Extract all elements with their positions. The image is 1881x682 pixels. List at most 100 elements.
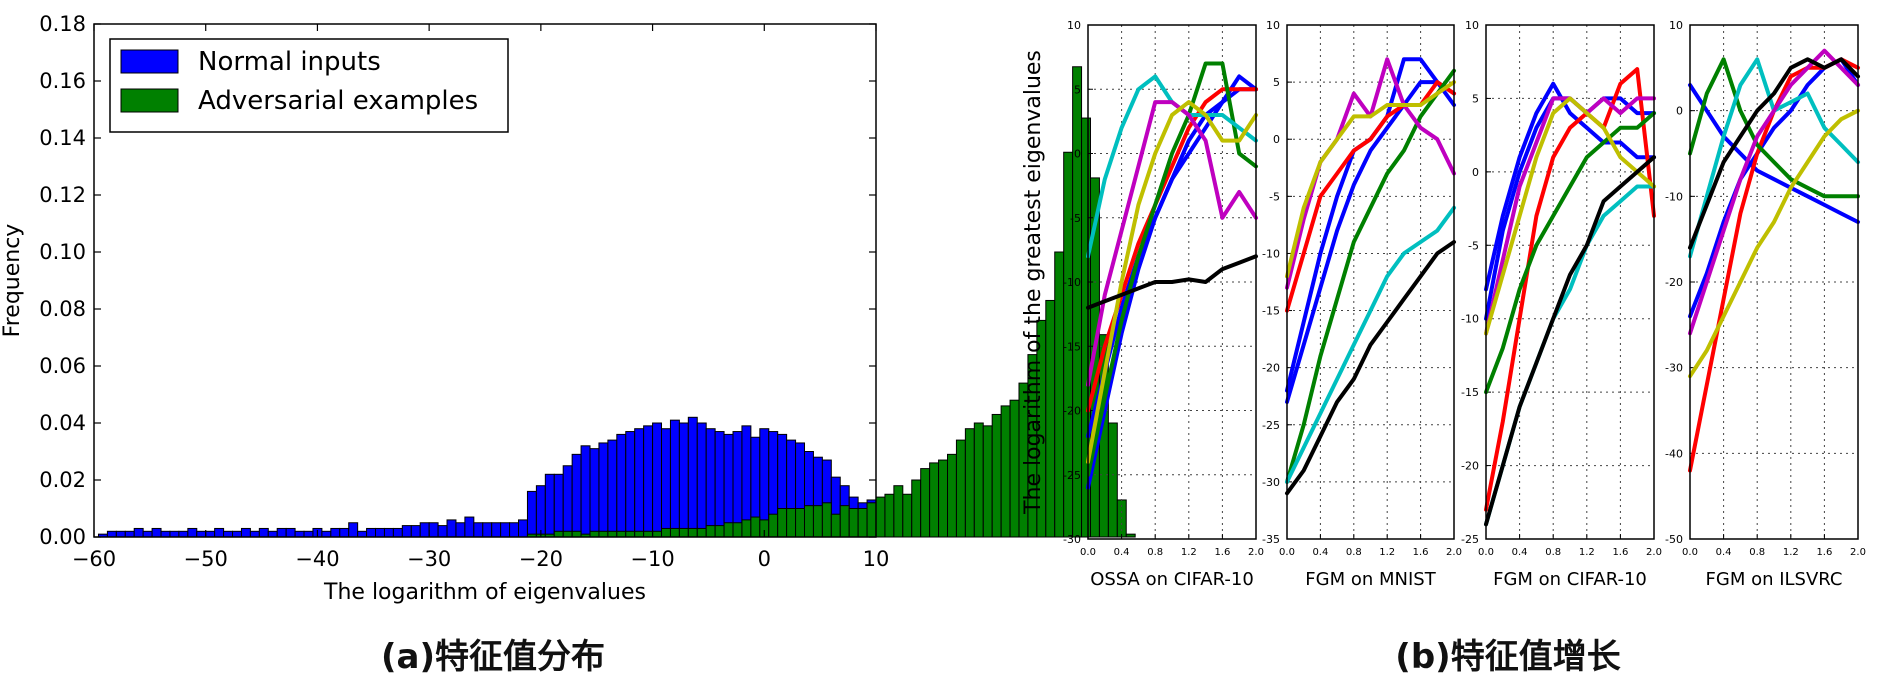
y-tick-label: 10 bbox=[1669, 19, 1683, 32]
plot-frame bbox=[1286, 24, 1455, 540]
histogram-bar bbox=[678, 527, 689, 538]
series-line bbox=[1484, 81, 1656, 292]
x-tick-label: 0.8 bbox=[1147, 547, 1163, 558]
y-tick-label: -15 bbox=[1262, 305, 1280, 318]
y-tick-label: -20 bbox=[1461, 460, 1479, 473]
x-tick-label: 0.4 bbox=[1114, 547, 1130, 558]
histogram-bar bbox=[625, 530, 636, 538]
histogram-bar bbox=[357, 530, 368, 538]
histogram-bar bbox=[223, 530, 234, 538]
histogram-bar bbox=[804, 505, 814, 538]
x-tick-label: −60 bbox=[72, 547, 116, 571]
y-tick-label: 0.10 bbox=[39, 240, 86, 264]
x-tick-label: −10 bbox=[630, 547, 674, 571]
y-tick-label: -25 bbox=[1063, 469, 1081, 482]
y-tick-label: 0.12 bbox=[39, 183, 86, 207]
y-tick-label: 0.02 bbox=[39, 468, 86, 492]
histogram-bar bbox=[643, 425, 654, 538]
histogram-bar bbox=[240, 527, 251, 538]
x-tick-label: 1.2 bbox=[1783, 547, 1799, 558]
histogram-bar bbox=[553, 530, 564, 538]
line-panel: 0.0 0.4 0.8 1.2 1.6 2.0 10 5 0 -5 -10 -15 -20 -25 FGM … bbox=[1461, 19, 1662, 590]
y-axis-label: Frequency bbox=[0, 224, 25, 338]
y-tick-label: 0.06 bbox=[39, 354, 86, 378]
histogram-bar bbox=[643, 530, 654, 538]
histogram-bar bbox=[973, 422, 984, 538]
histogram-bar bbox=[196, 530, 207, 538]
y-tick-label: -10 bbox=[1063, 276, 1081, 289]
x-tick-label: 1.6 bbox=[1214, 547, 1230, 558]
plot-frame bbox=[93, 23, 877, 538]
y-axis-label: The logarithm of the greatest eigenvalue… bbox=[1021, 50, 1046, 515]
histogram-bar bbox=[652, 530, 663, 538]
histogram-bar bbox=[723, 522, 734, 538]
histogram-bar bbox=[893, 485, 904, 538]
y-tick-label: -25 bbox=[1262, 419, 1280, 432]
y-tick-label: -30 bbox=[1063, 533, 1081, 546]
histogram-bar bbox=[634, 428, 645, 538]
histogram-bar bbox=[214, 527, 225, 538]
y-tick-label: 0.04 bbox=[39, 411, 86, 435]
series-line bbox=[1484, 155, 1656, 527]
histogram-bar bbox=[750, 516, 761, 538]
y-tick-label: -20 bbox=[1063, 405, 1081, 418]
y-tick-label: -20 bbox=[1262, 362, 1280, 375]
histogram-bar bbox=[205, 530, 216, 538]
x-tick-label: 0.4 bbox=[1312, 547, 1328, 558]
histogram-bar bbox=[634, 530, 645, 538]
histogram-bar bbox=[812, 505, 823, 538]
y-tick-label: -35 bbox=[1262, 533, 1280, 546]
histogram-chart: −60 −50 −40 −30 −20 −10 0 100.000.020.040.060.0… bbox=[0, 12, 1136, 677]
histogram-bar bbox=[580, 445, 591, 538]
histogram-bar bbox=[938, 459, 948, 538]
histogram-bar bbox=[500, 522, 511, 538]
histogram-bar bbox=[669, 419, 680, 538]
plot-frame bbox=[1087, 24, 1257, 540]
y-tick-label: -10 bbox=[1461, 313, 1479, 326]
x-tick-label: 1.2 bbox=[1579, 547, 1595, 558]
histogram-bar bbox=[714, 431, 725, 538]
series-line bbox=[1484, 96, 1656, 336]
histogram-bar bbox=[741, 519, 752, 538]
histogram-bar bbox=[446, 519, 457, 538]
x-tick-label: 0.4 bbox=[1716, 547, 1732, 558]
histogram-bar bbox=[866, 502, 877, 538]
histogram-bar bbox=[982, 425, 993, 538]
y-tick-label: 0 bbox=[1472, 166, 1479, 179]
x-tick-label: 1.2 bbox=[1181, 547, 1197, 558]
histogram-bar bbox=[821, 502, 832, 538]
histogram-bar bbox=[375, 527, 385, 538]
figure-caption: (b)特征值增长 bbox=[1395, 637, 1620, 677]
series-line bbox=[1086, 61, 1258, 477]
histogram-bar bbox=[598, 530, 609, 538]
series-line bbox=[1285, 80, 1456, 279]
histogram-bar bbox=[115, 530, 126, 538]
plot-frame bbox=[1689, 24, 1859, 540]
histogram-bar bbox=[339, 527, 350, 538]
x-tick-label: 10 bbox=[863, 547, 890, 571]
histogram-bar bbox=[571, 453, 582, 538]
histogram-bar bbox=[607, 530, 618, 538]
histogram-bar bbox=[1009, 399, 1020, 538]
series-line bbox=[1688, 57, 1860, 259]
histogram-bar bbox=[124, 530, 135, 538]
histogram-bar bbox=[857, 508, 868, 538]
x-tick-label: 0.4 bbox=[1512, 547, 1528, 558]
legend-label: Normal inputs bbox=[198, 47, 381, 77]
histogram-bar bbox=[455, 522, 466, 538]
histogram-bar bbox=[696, 422, 707, 538]
x-tick-label: 0.8 bbox=[1346, 547, 1362, 558]
histogram-bar bbox=[348, 522, 359, 538]
histogram-bar bbox=[607, 439, 618, 538]
series-line bbox=[1688, 57, 1860, 199]
histogram-bar bbox=[285, 527, 296, 538]
series-line bbox=[1484, 184, 1656, 527]
x-tick-label: 0.0 bbox=[1279, 547, 1295, 558]
y-tick-label: 0.08 bbox=[39, 297, 86, 321]
x-tick-label: 1.2 bbox=[1379, 547, 1395, 558]
plot-frame bbox=[1485, 24, 1655, 540]
series-line bbox=[1285, 240, 1456, 496]
histogram-bar bbox=[232, 530, 242, 538]
histogram-bar bbox=[955, 439, 966, 538]
y-tick-label: -5 bbox=[1269, 190, 1280, 203]
